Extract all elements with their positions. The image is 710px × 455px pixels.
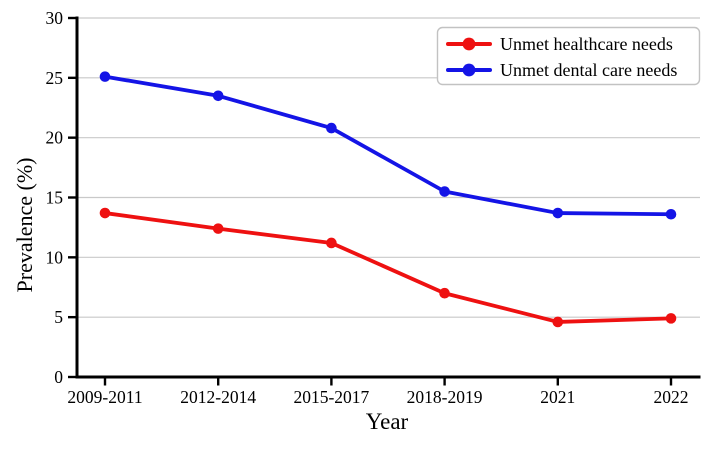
data-point [212, 90, 224, 102]
y-tick-label: 25 [46, 68, 64, 88]
y-axis-ticks: 0 5 10 15 20 25 30 [46, 8, 77, 387]
y-axis-title: Prevalence (%) [12, 158, 37, 293]
x-tick-label: 2022 [654, 387, 689, 407]
legend-box [436, 26, 701, 86]
legend-marker-dot [462, 63, 476, 77]
x-tick-label: 2021 [540, 387, 575, 407]
x-axis-title: Year [366, 409, 409, 434]
series-lines [99, 71, 677, 328]
data-point [99, 207, 111, 219]
data-line [103, 211, 673, 324]
data-point [326, 122, 337, 134]
x-axis-ticks: 2009-2011 2012-2014 2015-2017 2018-2019 2021… [67, 377, 689, 407]
y-tick-label: 10 [46, 247, 64, 267]
x-tick-label: 2015-2017 [293, 387, 369, 407]
data-point [552, 207, 564, 219]
y-tick-label: 20 [46, 128, 64, 148]
legend-label: Unmet healthcare needs [500, 34, 673, 54]
y-tick-label: 5 [54, 307, 63, 327]
data-line [103, 74, 673, 217]
gridlines [77, 17, 700, 318]
data-point [552, 316, 564, 328]
legend: Unmet healthcare needs Unmet dental care … [436, 26, 701, 86]
x-tick-label: 2018-2019 [407, 387, 483, 407]
x-tick-label: 2009-2011 [67, 387, 142, 407]
data-point [665, 313, 677, 324]
x-tick-label: 2012-2014 [180, 387, 256, 407]
data-point [326, 237, 337, 249]
data-point [665, 208, 677, 220]
data-point [212, 223, 224, 234]
legend-label: Unmet dental care needs [500, 60, 677, 80]
legend-marker-dot [462, 37, 476, 51]
data-point [99, 71, 111, 82]
y-tick-label: 15 [46, 188, 64, 208]
data-point [439, 186, 450, 197]
y-tick-label: 0 [54, 367, 63, 387]
y-tick-label: 30 [46, 8, 64, 28]
data-point [439, 287, 450, 299]
